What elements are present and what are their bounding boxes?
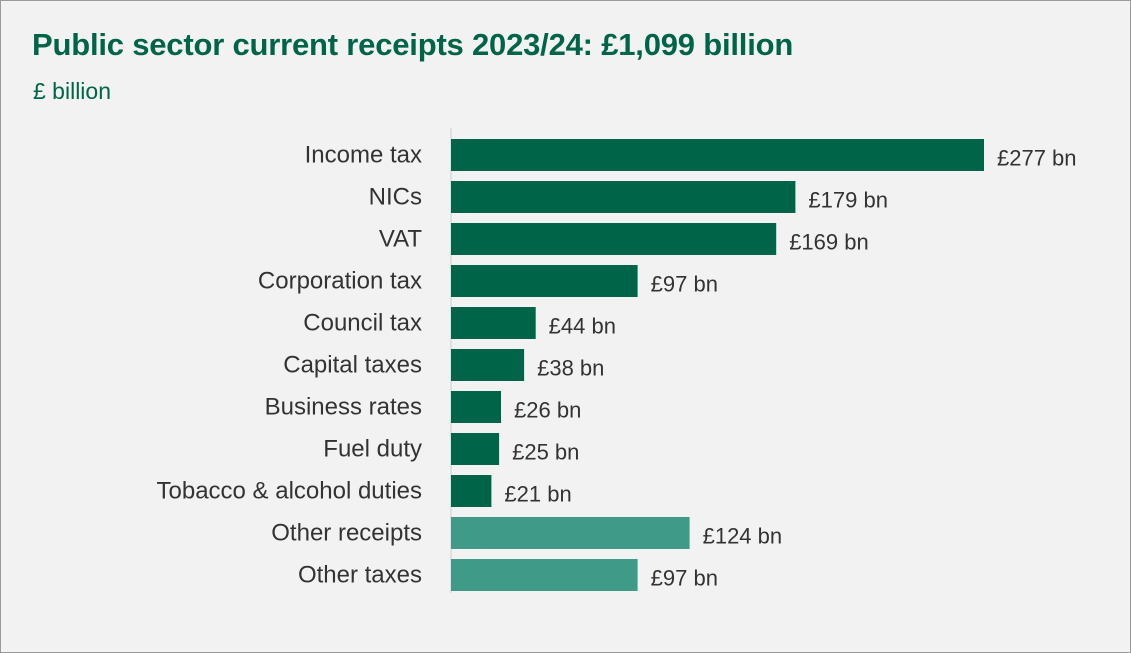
bar-5 (451, 349, 525, 381)
value-label: £277 bn (997, 146, 1077, 171)
chart-title: Public sector current receipts 2023/24: … (32, 27, 794, 62)
value-label: £97 bn (651, 566, 718, 591)
bar-8 (451, 475, 492, 507)
bar-10 (451, 559, 638, 591)
value-label: £21 bn (504, 482, 571, 507)
bar-9 (451, 517, 690, 549)
bar-0 (451, 139, 984, 171)
bar-3 (451, 265, 638, 297)
value-label: £25 bn (512, 440, 579, 465)
bar-4 (451, 307, 536, 339)
chart-subtitle: £ billion (33, 78, 111, 104)
category-label: NICs (369, 184, 422, 211)
category-label: Fuel duty (323, 436, 422, 463)
value-label: £38 bn (537, 356, 604, 381)
category-label: Other receipts (271, 520, 422, 547)
value-label: £97 bn (651, 272, 718, 297)
value-label: £124 bn (703, 524, 783, 549)
value-label: £44 bn (549, 314, 616, 339)
category-label: Corporation tax (258, 268, 422, 295)
value-label: £169 bn (789, 230, 869, 255)
category-label: Income tax (305, 142, 422, 169)
category-label: VAT (379, 226, 422, 253)
bar-6 (451, 391, 501, 423)
category-label: Capital taxes (283, 352, 422, 379)
bar-1 (451, 181, 796, 213)
category-label: Business rates (265, 394, 422, 421)
category-label: Tobacco & alcohol duties (157, 478, 423, 505)
bar-2 (451, 223, 777, 255)
value-label: £26 bn (514, 398, 581, 423)
bar-7 (451, 433, 500, 465)
category-label: Council tax (303, 310, 422, 337)
value-label: £179 bn (808, 188, 888, 213)
category-label: Other taxes (298, 562, 422, 589)
